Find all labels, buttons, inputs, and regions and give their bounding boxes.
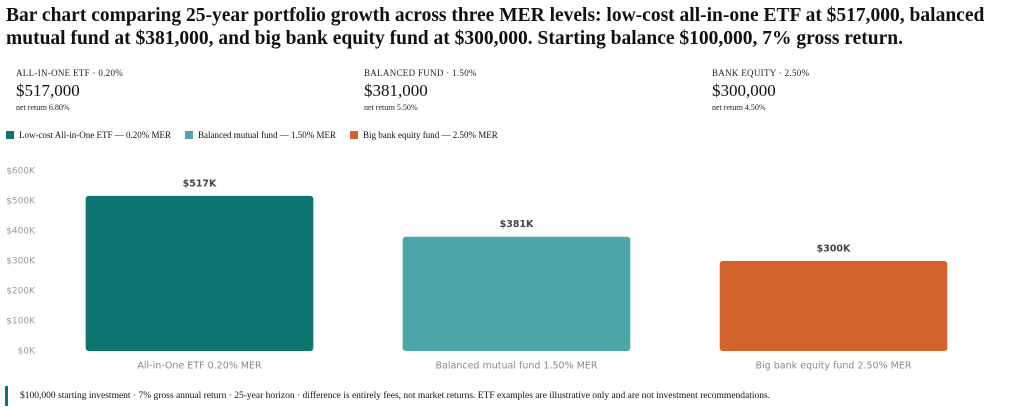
legend-item: Big bank equity fund — 2.50% MER — [349, 130, 498, 140]
x-tick-label: All-in-One ETF 0.20% MER — [137, 361, 262, 372]
card-label: BALANCED FUND · 1.50% — [364, 68, 477, 78]
chart: $0K $100K $200K $300K $400K $500K $600K $517K Al… — [6, 167, 948, 372]
title: Bar chart comparing 25-year portfolio gr… — [6, 5, 985, 49]
value-label: $381K — [500, 219, 534, 230]
legend-swatch — [349, 131, 358, 139]
footnote: $100,000 starting investment · 7% gross … — [5, 386, 1020, 406]
bar — [85, 195, 314, 351]
summary-card: ALL-IN-ONE ETF · 0.20% $517,000 net return… — [16, 68, 316, 112]
card-note: net return 5.50% — [364, 103, 418, 112]
legend-swatch — [185, 131, 193, 139]
y-tick-label: $400K — [6, 227, 36, 237]
legend-swatch — [6, 131, 14, 139]
value-label: $517K — [183, 178, 217, 189]
card-note: net return 4.50% — [712, 103, 766, 112]
card-value: $517,000 — [16, 81, 80, 100]
y-tick-label: $200K — [6, 287, 36, 297]
card-value: $300,000 — [712, 81, 776, 100]
y-tick-label: $100K — [6, 317, 36, 327]
y-tick-label: $500K — [6, 197, 36, 207]
card-label: BANK EQUITY · 2.50% — [712, 68, 810, 78]
legend-label: Big bank equity fund — 2.50% MER — [362, 130, 498, 140]
card-value: $381,000 — [364, 81, 428, 100]
legend-label: Low-cost All-in-One ETF — 0.20% MER — [19, 130, 171, 140]
y-tick-label: $600K — [6, 167, 36, 177]
x-tick-label: Big bank equity fund 2.50% MER — [756, 361, 912, 372]
bar — [719, 261, 948, 351]
x-tick-label: Balanced mutual fund 1.50% MER — [436, 361, 598, 372]
y-tick-label: $0K — [18, 347, 36, 357]
summary-card: BANK EQUITY · 2.50% $300,000 net return 4.… — [712, 68, 1012, 112]
legend-item: Low-cost All-in-One ETF — 0.20% MER — [6, 130, 171, 140]
bar — [402, 236, 631, 351]
legend-item: Balanced mutual fund — 1.50% MER — [185, 130, 336, 140]
legend: Low-cost All-in-One ETF — 0.20% MER Balan… — [6, 130, 498, 140]
card-label: ALL-IN-ONE ETF · 0.20% — [16, 68, 124, 78]
card-note: net return 6.80% — [16, 103, 70, 112]
summary-card: BALANCED FUND · 1.50% $381,000 net return … — [364, 68, 664, 112]
value-label: $300K — [817, 244, 851, 255]
y-tick-label: $300K — [6, 257, 36, 267]
legend-label: Balanced mutual fund — 1.50% MER — [198, 130, 336, 140]
